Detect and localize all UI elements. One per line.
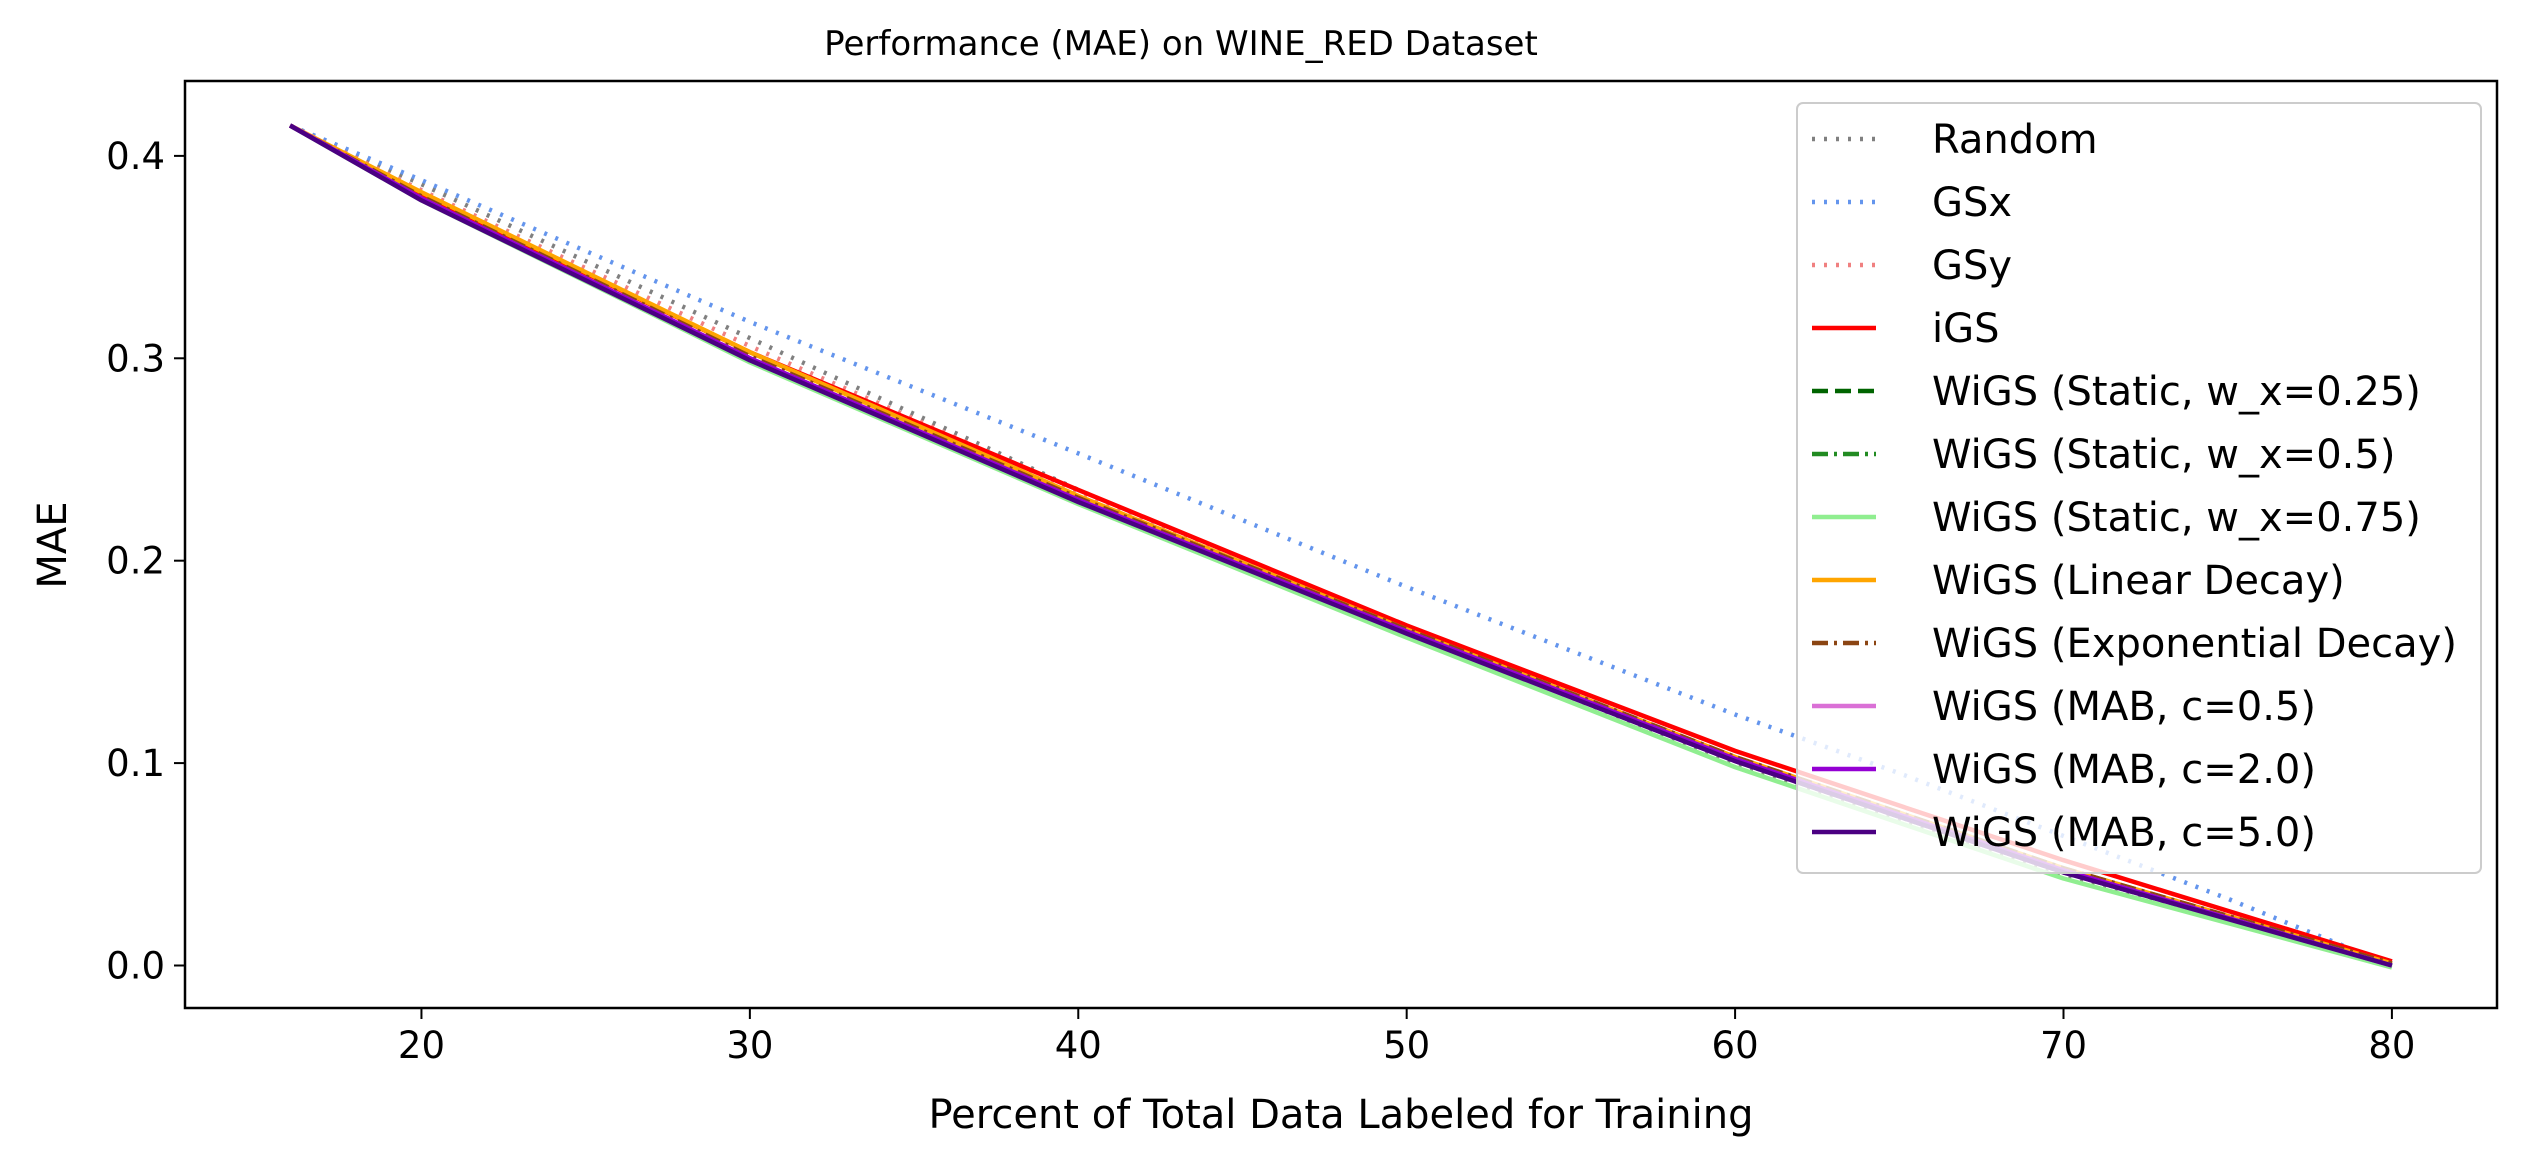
y-tick-label: 0.3 bbox=[106, 337, 165, 380]
series-line-0 bbox=[289, 123, 2393, 968]
legend-label-5: WiGS (Static, w_x=0.5) bbox=[1932, 432, 2395, 478]
legend-box bbox=[1796, 102, 2482, 874]
legend: Random GSx GSy iGS WiGS (Static, w_x=0.25) Wi… bbox=[1796, 102, 2482, 874]
legend-label-2: GSy bbox=[1932, 243, 2012, 289]
x-tick-label: 30 bbox=[726, 1024, 773, 1067]
legend-label-6: WiGS (Static, w_x=0.75) bbox=[1932, 495, 2421, 541]
legend-label-9: WiGS (MAB, c=0.5) bbox=[1932, 684, 2316, 730]
x-axis: 20 30 40 50 60 70 80 bbox=[398, 1008, 2415, 1067]
x-axis-label: Percent of Total Data Labeled for Traini… bbox=[928, 1092, 1753, 1138]
plot-frame bbox=[183, 79, 2499, 1010]
chart-title: Performance (MAE) on WINE_RED Dataset bbox=[824, 24, 1538, 64]
y-tick-label: 0.4 bbox=[106, 135, 165, 178]
y-tick-label: 0.2 bbox=[106, 540, 165, 583]
y-tick-label: 0.1 bbox=[106, 742, 165, 785]
legend-label-0: Random bbox=[1932, 117, 2098, 163]
legend-label-7: WiGS (Linear Decay) bbox=[1932, 558, 2345, 604]
x-tick-label: 60 bbox=[1712, 1024, 1759, 1067]
y-axis-label: MAE bbox=[30, 501, 76, 588]
legend-label-8: WiGS (Exponential Decay) bbox=[1932, 621, 2457, 667]
x-tick-label: 80 bbox=[2368, 1024, 2415, 1067]
legend-label-10: WiGS (MAB, c=2.0) bbox=[1932, 747, 2316, 793]
x-tick-label: 70 bbox=[2040, 1024, 2087, 1067]
x-tick-label: 40 bbox=[1055, 1024, 1102, 1067]
y-tick-label: 0.0 bbox=[106, 944, 165, 987]
legend-label-11: WiGS (MAB, c=5.0) bbox=[1932, 810, 2316, 856]
x-tick-label: 50 bbox=[1383, 1024, 1430, 1067]
legend-label-1: GSx bbox=[1932, 180, 2012, 226]
y-axis: 0.0 0.1 0.2 0.3 0.4 bbox=[106, 135, 185, 987]
legend-label-3: iGS bbox=[1932, 306, 2000, 352]
x-tick-label: 20 bbox=[398, 1024, 445, 1067]
legend-label-4: WiGS (Static, w_x=0.25) bbox=[1932, 369, 2421, 415]
